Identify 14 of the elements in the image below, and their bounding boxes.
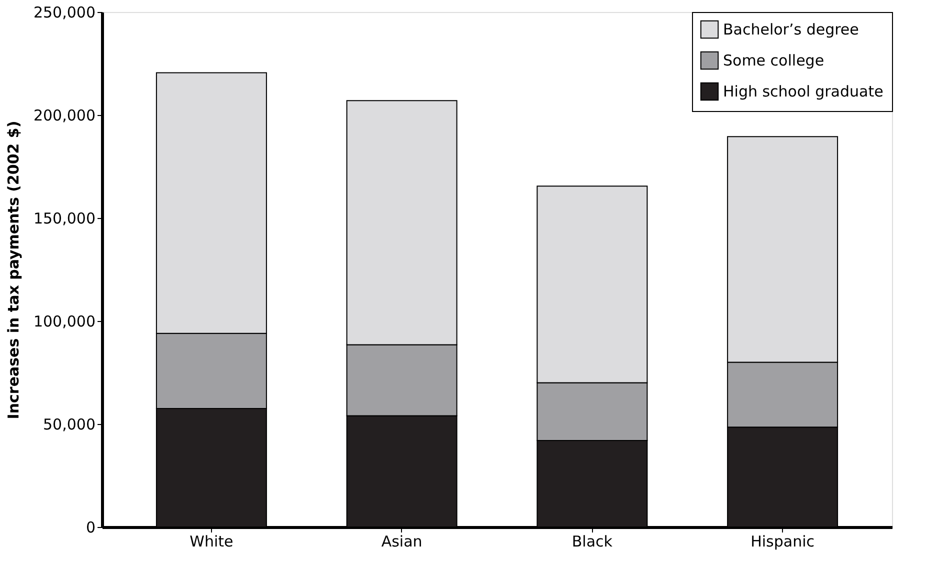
y-tick-label: 0: [86, 518, 96, 536]
legend-label: High school graduate: [723, 82, 884, 100]
legend-label: Bachelor’s degree: [723, 20, 859, 38]
x-tick-label: White: [190, 532, 234, 550]
y-tick-label: 50,000: [43, 416, 96, 434]
y-axis-title: Increases in tax payments (2002 $): [4, 120, 22, 420]
x-tick-label: Black: [572, 532, 613, 550]
y-tick-label: 200,000: [33, 106, 96, 124]
y-tick-label: 100,000: [33, 312, 96, 330]
legend-label: Some college: [723, 52, 824, 70]
y-tick-label: 250,000: [33, 4, 96, 22]
x-tick-label: Hispanic: [750, 532, 814, 550]
y-tick-label: 150,000: [33, 210, 96, 228]
x-tick-label: Asian: [381, 532, 422, 550]
